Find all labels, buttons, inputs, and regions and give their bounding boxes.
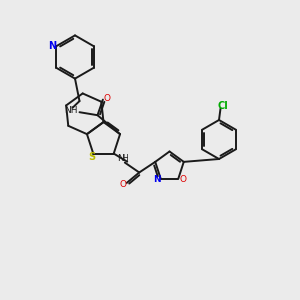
Text: O: O: [179, 175, 186, 184]
Text: NH: NH: [64, 106, 78, 115]
Text: N: N: [117, 154, 124, 163]
Text: O: O: [103, 94, 110, 103]
Text: O: O: [119, 180, 127, 189]
Text: H: H: [122, 154, 128, 163]
Text: S: S: [88, 152, 95, 163]
Text: N: N: [48, 40, 56, 51]
Text: Cl: Cl: [218, 100, 228, 111]
Text: N: N: [153, 175, 160, 184]
